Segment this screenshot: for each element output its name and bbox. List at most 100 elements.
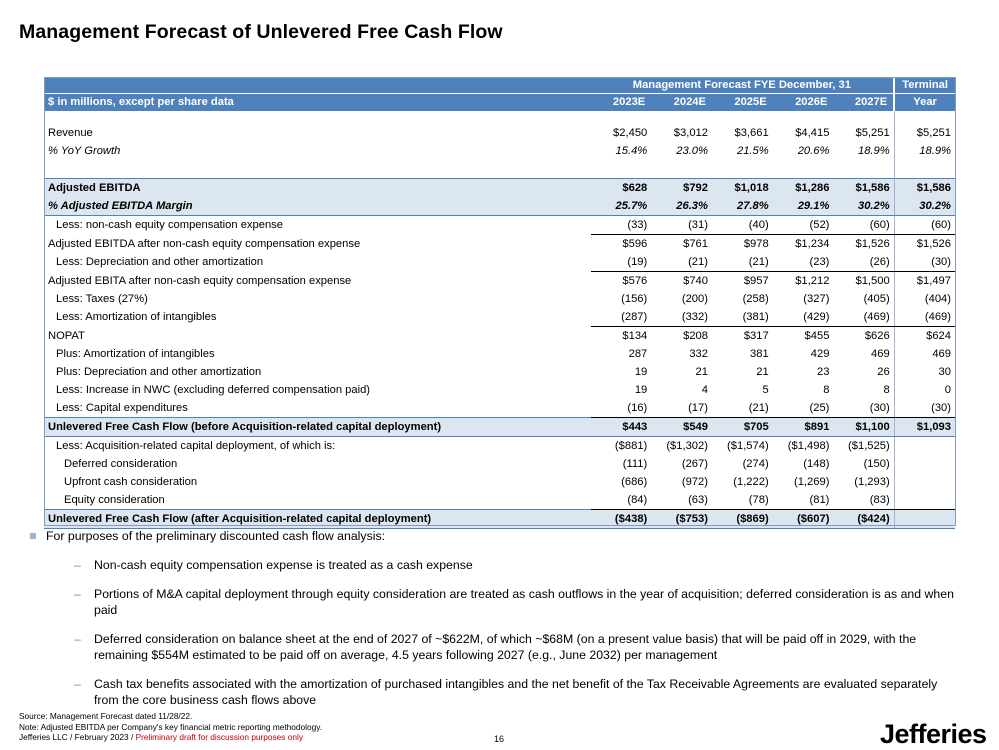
sub-bullet-text: Deferred consideration on balance sheet … bbox=[94, 632, 917, 662]
value-cell: (429) bbox=[772, 308, 834, 327]
spacer-cell bbox=[893, 111, 955, 124]
terminal-value-cell bbox=[893, 436, 955, 455]
row-plus-amortization: Plus: Amortization of intangibles 287 332 3… bbox=[44, 345, 955, 363]
spacer-cell bbox=[893, 169, 955, 179]
terminal-value-cell: $5,251 bbox=[893, 124, 955, 142]
value-cell: 26 bbox=[877, 366, 890, 378]
value-cell: $549 bbox=[651, 417, 712, 437]
terminal-value-cell: 30.2% bbox=[893, 197, 955, 216]
jefferies-logo: Jefferies bbox=[880, 719, 987, 749]
value-cell: 27.8% bbox=[711, 197, 773, 216]
value-cell: 8 bbox=[823, 384, 830, 396]
row-label: Adjusted EBITA after non-cash equity com… bbox=[48, 274, 352, 287]
row-label: Less: Capital expenditures bbox=[56, 402, 188, 414]
value-cell: 381 bbox=[750, 348, 769, 360]
terminal-value-cell: (469) bbox=[893, 308, 955, 327]
sub-bullet-text: Cash tax benefits associated with the am… bbox=[94, 677, 938, 707]
row-label: Revenue bbox=[48, 127, 93, 139]
spacer-row bbox=[44, 111, 955, 124]
bullet-main: For purposes of the preliminary discount… bbox=[30, 528, 960, 544]
value-cell: 18.9% bbox=[857, 145, 890, 157]
value-cell: 19 bbox=[634, 384, 648, 396]
value-cell: $1,526 bbox=[855, 238, 890, 250]
spacer-cell bbox=[712, 160, 773, 169]
row-label: Less: Depreciation and other amortizatio… bbox=[56, 256, 264, 269]
value-cell: ($607) bbox=[772, 509, 834, 529]
value-cell: $1,234 bbox=[795, 238, 830, 250]
value-cell: $957 bbox=[743, 275, 769, 287]
value-cell: (469) bbox=[833, 308, 895, 327]
units-label: $ in millions, except per share data bbox=[44, 93, 591, 111]
value-cell: $1,500 bbox=[855, 275, 890, 287]
value-cell: ($1,525) bbox=[848, 440, 890, 452]
year-header: 2025E bbox=[711, 93, 773, 111]
terminal-value-cell: (30) bbox=[893, 253, 955, 272]
spacer-cell bbox=[591, 160, 652, 169]
value-cell: $2,450 bbox=[613, 127, 648, 139]
value-cell: 21.5% bbox=[736, 145, 769, 157]
header-blank bbox=[44, 77, 591, 94]
row-label: Plus: Amortization of intangibles bbox=[56, 348, 215, 360]
terminal-value-cell: $1,093 bbox=[893, 417, 955, 437]
value-cell: ($438) bbox=[590, 509, 652, 529]
value-cell: (21) bbox=[711, 399, 773, 418]
bullet-main-text: For purposes of the preliminary discount… bbox=[46, 529, 386, 543]
row-label: Less: Taxes (27%) bbox=[56, 293, 148, 305]
spacer-cell bbox=[591, 169, 652, 179]
row-less-acquisition: Less: Acquisition-related capital deploy… bbox=[44, 436, 955, 455]
row-label: Unlevered Free Cash Flow (after Acquisit… bbox=[44, 509, 591, 529]
value-cell: (258) bbox=[742, 293, 769, 305]
row-ufcf-before: Unlevered Free Cash Flow (before Acquisi… bbox=[44, 417, 955, 437]
row-revenue: Revenue $2,450 $3,012 $3,661 $4,415 $5,251 $5,… bbox=[44, 124, 955, 142]
value-cell: 25.7% bbox=[590, 197, 652, 216]
value-cell: (63) bbox=[651, 491, 712, 510]
value-cell: (17) bbox=[651, 399, 712, 418]
terminal-value-cell: $624 bbox=[893, 326, 955, 345]
sub-bullet: – Portions of M&A capital deployment thr… bbox=[30, 586, 960, 618]
value-cell: (287) bbox=[590, 308, 652, 327]
bullet-square-icon bbox=[30, 533, 36, 539]
value-cell: ($424) bbox=[833, 509, 895, 529]
value-cell: $208 bbox=[683, 330, 708, 342]
spacer-cell bbox=[833, 169, 894, 179]
value-cell: (30) bbox=[833, 399, 895, 418]
dash-icon: – bbox=[74, 587, 81, 601]
terminal-value-cell: $1,497 bbox=[893, 271, 955, 290]
footer-separator: / bbox=[70, 732, 73, 743]
value-cell: (686) bbox=[621, 476, 648, 488]
spacer-cell bbox=[44, 169, 591, 179]
value-cell: $1,212 bbox=[795, 275, 830, 287]
value-cell: (21) bbox=[711, 253, 773, 272]
page-title: Management Forecast of Unlevered Free Ca… bbox=[19, 21, 503, 43]
value-cell: $134 bbox=[622, 330, 648, 342]
row-ebitda-after-comp: Adjusted EBITDA after non-cash equity co… bbox=[44, 234, 955, 253]
row-label: Less: non-cash equity compensation expen… bbox=[56, 219, 284, 232]
row-plus-da: Plus: Depreciation and other amortizatio… bbox=[44, 363, 955, 381]
value-cell: (381) bbox=[711, 308, 773, 327]
value-cell: $576 bbox=[622, 275, 648, 287]
value-cell: 30.2% bbox=[833, 197, 895, 216]
value-cell: 287 bbox=[628, 348, 648, 360]
value-cell: ($753) bbox=[651, 509, 712, 529]
table-header-row-2: $ in millions, except per share data 202… bbox=[44, 93, 955, 111]
spacer-cell bbox=[773, 169, 834, 179]
terminal-value-cell: $1,526 bbox=[893, 234, 955, 253]
footer-date: February 2023 bbox=[74, 732, 129, 743]
value-cell: (81) bbox=[772, 491, 834, 510]
footer-note: Note: Adjusted EBITDA per Company's key … bbox=[19, 721, 323, 732]
row-nopat: NOPAT $134 $208 $317 $455 $626 $624 bbox=[44, 326, 955, 345]
row-label: % Adjusted EBITDA Margin bbox=[44, 197, 591, 216]
value-cell: (150) bbox=[863, 458, 890, 470]
row-less-nwc: Less: Increase in NWC (excluding deferre… bbox=[44, 381, 955, 399]
spacer-cell bbox=[44, 160, 591, 169]
row-ebitda-margin: % Adjusted EBITDA Margin 25.7% 26.3% 27.8% 2… bbox=[44, 197, 955, 216]
terminal-value-cell: 30 bbox=[893, 363, 955, 381]
value-cell: $891 bbox=[772, 417, 834, 437]
spacer-cell bbox=[833, 160, 894, 169]
spacer-cell bbox=[651, 160, 712, 169]
year-header: 2026E bbox=[772, 93, 834, 111]
terminal-value-cell bbox=[893, 473, 955, 491]
row-label: Upfront cash consideration bbox=[64, 476, 198, 488]
value-cell: 20.6% bbox=[797, 145, 830, 157]
terminal-header-2: Year bbox=[893, 93, 955, 111]
